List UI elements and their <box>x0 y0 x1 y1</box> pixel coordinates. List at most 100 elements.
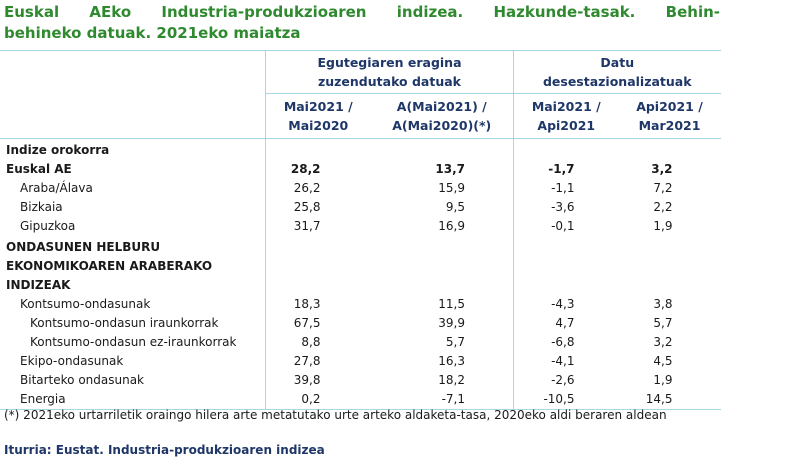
value-cell: 28,2 <box>265 160 371 179</box>
row-label-text: Kontsumo-ondasun iraunkorrak <box>30 316 219 330</box>
value-cell: 67,5 <box>265 314 371 333</box>
value-cell: 7,2 <box>653 181 673 195</box>
row-label: Araba/Álava <box>0 179 266 198</box>
row-label: Bitarteko ondasunak <box>0 371 266 390</box>
row-label-text: Euskal AE <box>6 162 72 176</box>
row-label: Energia <box>0 390 266 410</box>
row-label-text: Kontsumo-ondasunak <box>20 297 151 311</box>
value-cell <box>619 139 721 161</box>
table-row: Kontsumo-ondasunak 18,3 11,5 -4,3 3,8 <box>0 295 721 314</box>
header-line: Egutegiaren eragina <box>317 55 462 70</box>
value-cell: 18,3 <box>265 295 371 314</box>
source: Iturria: Eustat. Industria-produkzioaren… <box>4 443 325 457</box>
header-line: Mai2021 / <box>283 99 353 114</box>
header-line: A(Mai2021) / <box>396 99 487 114</box>
column-header: A(Mai2021) / A(Mai2020)(*) <box>370 93 514 139</box>
value-cell <box>265 236 371 295</box>
row-label-text: Gipuzkoa <box>20 219 76 233</box>
table-row: Gipuzkoa 31,7 16,9 -0,1 1,9 <box>0 217 721 236</box>
table-row: Bitarteko ondasunak 39,8 18,2 -2,6 1,9 <box>0 371 721 390</box>
value-cell: 4,5 <box>653 354 673 368</box>
value-cell: -3,6 <box>513 198 619 217</box>
value-cell: 5,7 <box>653 316 673 330</box>
row-label-text: Kontsumo-ondasun ez-iraunkorrak <box>30 335 237 349</box>
value-cell: 25,8 <box>265 198 371 217</box>
header-line: Mar2021 <box>638 118 701 133</box>
value-cell: -6,8 <box>513 333 619 352</box>
value-cell: 5,7 <box>445 335 465 349</box>
header-line: desestazionalizatuak <box>542 74 692 89</box>
table-row: Energia 0,2 -7,1 -10,5 14,5 <box>0 390 721 410</box>
row-label-text: Indize orokorra <box>6 143 110 157</box>
value-cell <box>619 236 721 295</box>
header-line: Api2021 <box>537 118 596 133</box>
table-row: Bizkaia 25,8 9,5 -3,6 2,2 <box>0 198 721 217</box>
value-cell: 15,9 <box>438 181 465 195</box>
value-cell: -7,1 <box>370 390 514 410</box>
row-label-text: Energia <box>20 392 66 406</box>
value-cell: 3,2 <box>653 335 673 349</box>
table-body: Indize orokorra Euskal AE 28,2 13,7 -1,7 3,2 A… <box>0 138 721 410</box>
value-cell: -4,1 <box>513 352 619 371</box>
row-label: Gipuzkoa <box>0 217 266 236</box>
value-cell: 4,7 <box>513 314 619 333</box>
header-cell <box>0 93 266 139</box>
value-cell <box>513 138 619 160</box>
value-cell: 14,5 <box>618 390 721 410</box>
row-label-text: Bizkaia <box>20 200 63 214</box>
row-label: Kontsumo-ondasun iraunkorrak <box>0 314 266 333</box>
value-cell: 2,2 <box>653 200 673 214</box>
table-row: ONDASUNEN HELBURU EKONOMIKOAREN ARABERAK… <box>0 236 721 295</box>
value-cell <box>265 138 371 160</box>
table-row: Indize orokorra <box>0 138 721 161</box>
value-cell <box>371 139 514 161</box>
column-header: Api2021 / Mar2021 <box>618 93 721 139</box>
value-cell: 39,9 <box>438 316 465 330</box>
value-cell: 8,8 <box>265 333 371 352</box>
table-row: Araba/Álava 26,2 15,9 -1,1 7,2 <box>0 179 721 198</box>
group-header: Egutegiaren eragina zuzendutako datuak <box>265 50 514 94</box>
value-cell: 16,3 <box>438 354 465 368</box>
row-label-text: Bitarteko ondasunak <box>20 373 145 387</box>
value-cell: 3,2 <box>651 162 673 176</box>
data-table: Egutegiaren eragina zuzendutako datuak Da… <box>0 50 721 410</box>
value-cell: 16,9 <box>438 219 465 233</box>
value-cell: 39,8 <box>265 371 371 390</box>
value-cell: -0,1 <box>513 217 619 236</box>
value-cell: 1,9 <box>653 373 673 387</box>
table-row: Euskal AE 28,2 13,7 -1,7 3,2 <box>0 160 721 179</box>
footnote: (*) 2021eko urtarriletik oraingo hilera … <box>4 408 667 422</box>
header-line: Datu <box>600 55 635 70</box>
value-cell: -4,3 <box>513 295 619 314</box>
value-cell: 3,8 <box>653 297 673 311</box>
header-line: A(Mai2020)(*) <box>392 118 492 133</box>
value-cell: 9,5 <box>445 200 465 214</box>
header-line: zuzendutako datuak <box>317 74 461 89</box>
row-label: Kontsumo-ondasun ez-iraunkorrak <box>0 333 266 352</box>
row-label: Indize orokorra <box>0 139 266 161</box>
row-label: ONDASUNEN HELBURU EKONOMIKOAREN ARABERAK… <box>0 236 266 295</box>
header-line: Mai2021 / <box>531 99 601 114</box>
column-header: Mai2021 / Api2021 <box>513 93 619 139</box>
value-cell <box>371 236 514 295</box>
group-header-row: Egutegiaren eragina zuzendutako datuak Da… <box>0 50 721 94</box>
column-header: Mai2021 / Mai2020 <box>265 93 371 139</box>
value-cell: 31,7 <box>265 217 371 236</box>
value-cell: -1,1 <box>513 179 619 198</box>
value-cell: 11,5 <box>438 297 465 311</box>
column-header-row: Mai2021 / Mai2020 A(Mai2021) / A(Mai2020)(… <box>0 93 721 139</box>
table-row: Kontsumo-ondasun ez-iraunkorrak 8,8 5,7 -6,… <box>0 333 721 352</box>
value-cell: 27,8 <box>265 352 371 371</box>
table-row: Ekipo-ondasunak 27,8 16,3 -4,1 4,5 <box>0 352 721 371</box>
title: Euskal AEko Industria-produkzioaren indi… <box>4 2 720 44</box>
row-label: Bizkaia <box>0 198 266 217</box>
row-label: Ekipo-ondasunak <box>0 352 266 371</box>
value-cell <box>513 236 619 295</box>
header-line: Api2021 / <box>636 99 703 114</box>
value-cell: 0,2 <box>265 390 371 410</box>
title-line: behineko datuak. 2021eko maiatza <box>4 24 301 42</box>
value-cell: -1,7 <box>513 160 619 179</box>
value-cell: 26,2 <box>265 179 371 198</box>
value-cell: 13,7 <box>435 162 465 176</box>
